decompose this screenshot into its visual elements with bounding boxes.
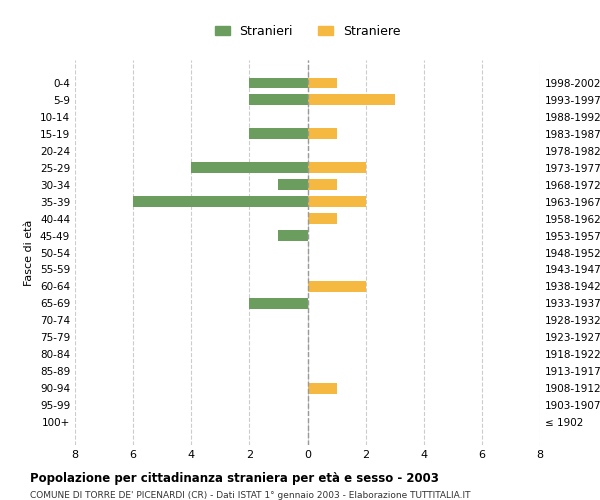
Bar xyxy=(308,94,395,104)
Bar xyxy=(308,196,365,206)
Bar xyxy=(250,78,308,88)
Bar xyxy=(250,94,308,104)
Bar xyxy=(191,162,308,172)
Bar xyxy=(250,128,308,138)
Bar xyxy=(308,162,365,172)
Bar xyxy=(308,282,365,292)
Text: Popolazione per cittadinanza straniera per età e sesso - 2003: Popolazione per cittadinanza straniera p… xyxy=(30,472,439,485)
Y-axis label: Fasce di età: Fasce di età xyxy=(25,220,34,286)
Bar xyxy=(308,128,337,138)
Bar xyxy=(308,384,337,394)
Bar xyxy=(308,180,337,190)
Bar xyxy=(250,298,308,308)
Legend: Stranieri, Straniere: Stranieri, Straniere xyxy=(209,20,406,43)
Bar xyxy=(133,196,308,206)
Bar xyxy=(308,78,337,88)
Text: COMUNE DI TORRE DE' PICENARDI (CR) - Dati ISTAT 1° gennaio 2003 - Elaborazione T: COMUNE DI TORRE DE' PICENARDI (CR) - Dat… xyxy=(30,491,470,500)
Bar xyxy=(308,214,337,224)
Bar xyxy=(278,230,308,240)
Bar xyxy=(278,180,308,190)
